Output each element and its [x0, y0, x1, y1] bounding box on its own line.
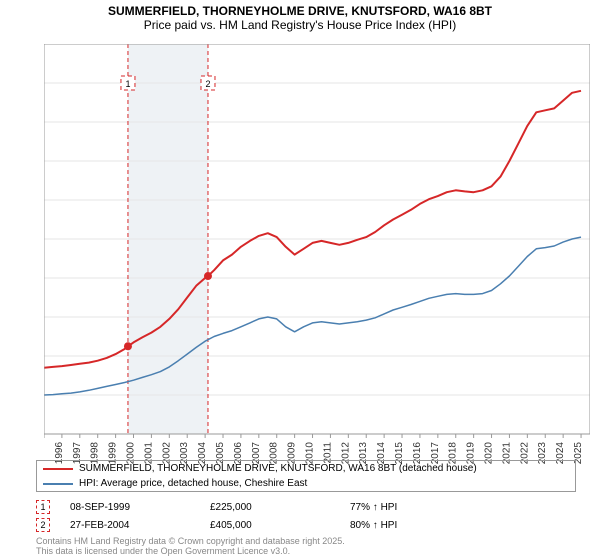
- title-block: SUMMERFIELD, THORNEYHOLME DRIVE, KNUTSFO…: [0, 0, 600, 32]
- legend-swatch: [43, 483, 73, 485]
- event-row: 1 08-SEP-1999 £225,000 77% ↑ HPI: [36, 498, 576, 516]
- events-table: 1 08-SEP-1999 £225,000 77% ↑ HPI 2 27-FEB-200…: [36, 498, 576, 534]
- chart-svg: £0£100K£200K£300K£400K£500K£600K£700K£80…: [44, 44, 590, 470]
- event-row: 2 27-FEB-2004 £405,000 80% ↑ HPI: [36, 516, 576, 534]
- credit-line-2: This data is licensed under the Open Gov…: [36, 546, 290, 556]
- chart-plot-area: £0£100K£200K£300K£400K£500K£600K£700K£80…: [44, 44, 590, 434]
- legend-label: SUMMERFIELD, THORNEYHOLME DRIVE, KNUTSFO…: [79, 463, 477, 474]
- legend-label: HPI: Average price, detached house, Ches…: [79, 478, 307, 489]
- legend-swatch: [43, 468, 73, 470]
- event-delta: 77% ↑ HPI: [350, 502, 470, 513]
- chart-title: SUMMERFIELD, THORNEYHOLME DRIVE, KNUTSFO…: [0, 4, 600, 18]
- legend-row: SUMMERFIELD, THORNEYHOLME DRIVE, KNUTSFO…: [37, 461, 575, 476]
- event-date: 27-FEB-2004: [70, 520, 190, 531]
- svg-text:2: 2: [205, 79, 210, 89]
- event-date: 08-SEP-1999: [70, 502, 190, 513]
- chart-legend: SUMMERFIELD, THORNEYHOLME DRIVE, KNUTSFO…: [36, 460, 576, 492]
- event-marker-box: 1: [36, 500, 50, 514]
- legend-row: HPI: Average price, detached house, Ches…: [37, 476, 575, 491]
- event-price: £405,000: [210, 520, 330, 531]
- svg-text:1: 1: [125, 79, 130, 89]
- chart-subtitle: Price paid vs. HM Land Registry's House …: [0, 18, 600, 32]
- credit-text: Contains HM Land Registry data © Crown c…: [36, 536, 576, 556]
- credit-line-1: Contains HM Land Registry data © Crown c…: [36, 536, 345, 546]
- event-price: £225,000: [210, 502, 330, 513]
- chart-container: SUMMERFIELD, THORNEYHOLME DRIVE, KNUTSFO…: [0, 0, 600, 560]
- event-marker-box: 2: [36, 518, 50, 532]
- event-delta: 80% ↑ HPI: [350, 520, 470, 531]
